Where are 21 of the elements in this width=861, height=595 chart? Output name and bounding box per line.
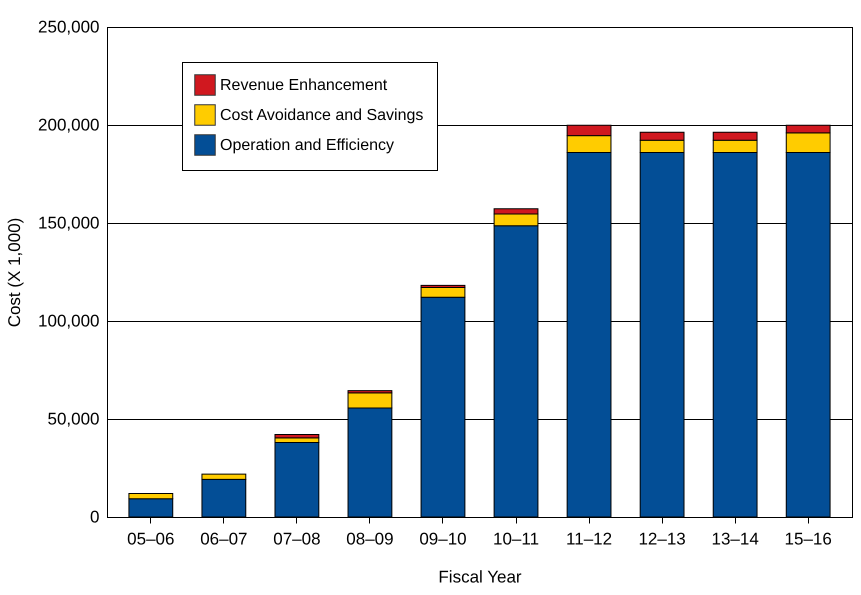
y-tick-label: 50,000 <box>48 410 100 428</box>
y-tick-label: 0 <box>90 508 100 526</box>
y-tick-label: 150,000 <box>38 214 100 232</box>
legend-label: Revenue Enhancement <box>220 77 388 94</box>
x-axis-title: Fiscal Year <box>438 568 522 586</box>
x-tick-label: 13–14 <box>711 530 759 548</box>
y-tick-label: 200,000 <box>38 116 100 134</box>
x-tick-label: 15–16 <box>784 530 832 548</box>
x-tick-label: 10–11 <box>493 530 540 548</box>
x-tick-label: 05–06 <box>127 530 174 548</box>
x-tick-label: 12–13 <box>638 530 686 548</box>
y-tick-label: 250,000 <box>38 18 100 36</box>
y-tick-label: 100,000 <box>38 312 100 330</box>
legend-label: Cost Avoidance and Savings <box>220 107 424 124</box>
y-axis-title: Cost (X 1,000) <box>5 218 24 328</box>
x-tick-label: 11–12 <box>566 530 612 548</box>
x-tick-label: 07–08 <box>273 530 321 548</box>
x-tick-label: 08–09 <box>346 530 394 548</box>
x-tick-label: 09–10 <box>419 530 467 548</box>
x-tick-label: 06–07 <box>200 530 248 548</box>
legend-label: Operation and Efficiency <box>220 137 394 154</box>
